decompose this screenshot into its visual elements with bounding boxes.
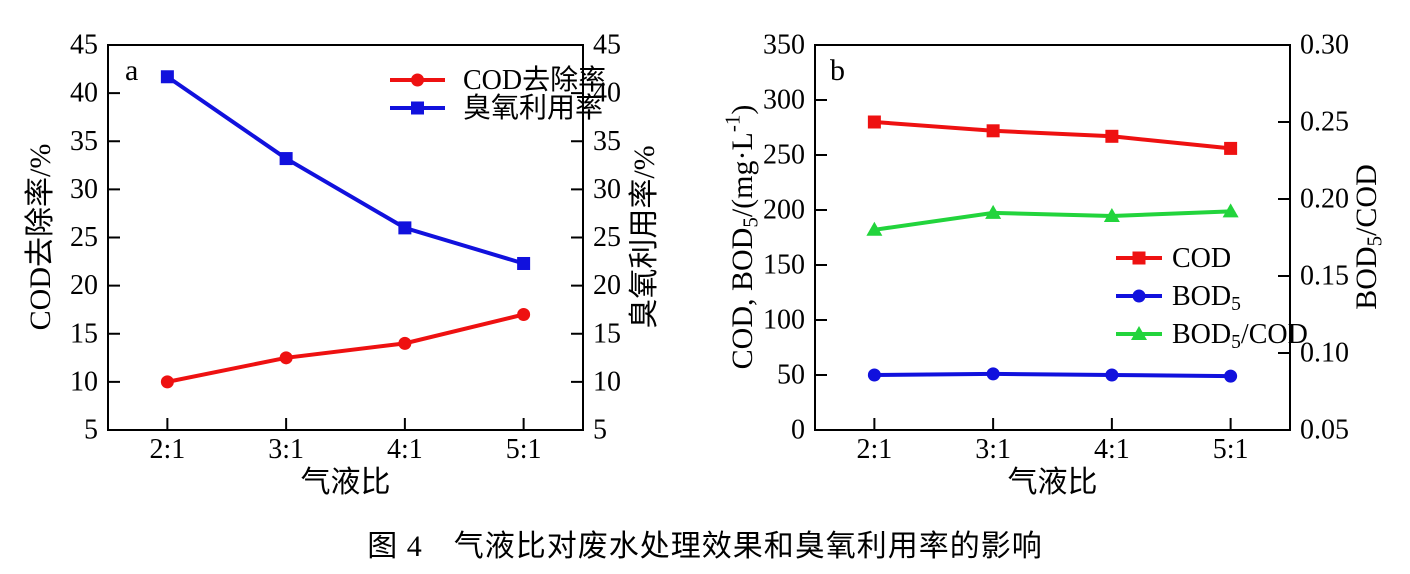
- data-point-marker: [398, 221, 412, 235]
- legend-label: COD: [1172, 243, 1231, 274]
- panel-label: a: [125, 54, 138, 87]
- plot-frame: [814, 44, 1291, 431]
- left-tick-label: 150: [763, 250, 805, 281]
- left-tick-label: 200: [763, 195, 805, 226]
- left-tick-label: 30: [70, 174, 98, 205]
- x-axis-title: 气液比: [301, 466, 391, 499]
- data-point-marker: [867, 115, 881, 129]
- data-point-marker: [986, 124, 1000, 138]
- legend-label: COD去除率: [463, 64, 606, 96]
- right-tick-label: 5: [593, 415, 607, 446]
- left-tick-label: 10: [70, 366, 98, 397]
- x-tick-label: 2:1: [856, 434, 892, 465]
- data-point-marker: [279, 152, 293, 166]
- right-tick-label: 0.15: [1300, 261, 1349, 292]
- right-tick-label: 0.25: [1300, 107, 1349, 138]
- legend-item: BOD5/COD: [1116, 319, 1308, 353]
- left-tick-label: 5: [84, 415, 98, 446]
- data-point-marker: [985, 204, 1002, 219]
- data-point-marker: [1222, 203, 1239, 218]
- right-tick-label: 30: [593, 174, 621, 205]
- left-tick-label: 35: [70, 126, 98, 157]
- x-tick-label: 5:1: [1213, 434, 1249, 465]
- data-point-marker: [517, 256, 531, 270]
- left-tick-label: 350: [763, 30, 805, 61]
- left-tick-label: 100: [763, 305, 805, 336]
- right-tick-label: 0.05: [1300, 415, 1349, 446]
- chart-b: 0 50 100 150 200 250 300 350 0.05 0.10 0.15 0.20 0.2…: [720, 30, 1386, 500]
- right-tick-label: 40: [593, 78, 621, 109]
- right-tick-label: 20: [593, 270, 621, 301]
- data-point-marker: [411, 101, 424, 115]
- legend-label: 臭氧利用率: [463, 92, 603, 124]
- left-tick-label: 20: [70, 270, 98, 301]
- left-tick-label: 40: [70, 78, 98, 109]
- data-point-marker: [1131, 326, 1147, 340]
- right-tick-label: 10: [593, 366, 621, 397]
- data-point-marker: [866, 221, 883, 236]
- data-point-marker: [517, 308, 531, 321]
- data-point-marker: [1224, 369, 1238, 383]
- x-axis-title: 气液比: [1008, 466, 1098, 499]
- data-point-marker: [279, 351, 293, 365]
- legend-item: COD: [1116, 243, 1231, 274]
- left-tick-label: 300: [763, 85, 805, 116]
- right-tick-label: 25: [593, 222, 621, 253]
- legend-label: BOD5: [1172, 281, 1241, 315]
- left-axis-title: COD去除率/%: [24, 144, 57, 331]
- right-axis-title: BOD5/COD: [1350, 164, 1386, 310]
- x-tick-label: 4:1: [1094, 434, 1130, 465]
- right-tick-label: 15: [593, 318, 621, 349]
- series-line-COD去除率: [165, 312, 526, 384]
- x-tick-label: 3:1: [268, 434, 304, 465]
- data-point-marker: [1224, 141, 1238, 155]
- data-point-marker: [1132, 251, 1146, 265]
- panel-label: b: [830, 54, 845, 87]
- x-tick-label: 3:1: [975, 434, 1011, 465]
- data-point-marker: [1132, 289, 1146, 303]
- legend-item: COD去除率: [390, 64, 606, 96]
- data-point-marker: [160, 70, 174, 84]
- right-tick-label: 0.10: [1300, 338, 1349, 369]
- figure-caption: 图 4 气液比对废水处理效果和臭氧利用率的影响: [367, 530, 1043, 563]
- data-point-marker: [867, 368, 881, 382]
- series-line-BOD₅: [872, 371, 1233, 379]
- data-point-marker: [1103, 207, 1120, 222]
- right-tick-label: 0.30: [1300, 30, 1349, 61]
- data-point-marker: [411, 73, 424, 87]
- left-tick-label: 250: [763, 140, 805, 171]
- left-axis-title: COD, BOD5/(mg·L-1): [720, 105, 762, 370]
- right-tick-label: 35: [593, 126, 621, 157]
- x-tick-label: 5:1: [506, 434, 542, 465]
- series-line-COD: [872, 120, 1233, 151]
- right-axis-title: 臭氧利用率/%: [628, 145, 661, 328]
- legend-item: BOD5: [1116, 281, 1241, 315]
- data-point-marker: [160, 375, 174, 389]
- data-point-marker: [1105, 368, 1119, 382]
- series-line-臭氧利用率: [165, 74, 526, 266]
- right-tick-label: 0.20: [1300, 184, 1349, 215]
- left-tick-label: 50: [777, 360, 805, 391]
- left-tick-label: 15: [70, 318, 98, 349]
- series-line-BOD₅/COD: [872, 209, 1233, 232]
- data-point-marker: [398, 336, 412, 350]
- left-tick-label: 0: [791, 415, 805, 446]
- data-point-marker: [1105, 129, 1119, 143]
- legend-label: BOD5/COD: [1172, 319, 1308, 353]
- left-tick-label: 25: [70, 222, 98, 253]
- legend: COD BOD5 BOD5/COD: [1116, 243, 1308, 353]
- chart-a: 5 10 15 20 25 30 35 40 45 5 10 15 20 25 30 35 40 45 2:1 3:1…: [24, 30, 661, 500]
- data-point-marker: [986, 367, 1000, 381]
- right-tick-label: 45: [593, 30, 621, 61]
- x-tick-label: 4:1: [387, 434, 423, 465]
- left-tick-label: 45: [70, 30, 98, 61]
- x-tick-label: 2:1: [149, 434, 185, 465]
- legend-item: 臭氧利用率: [390, 92, 603, 124]
